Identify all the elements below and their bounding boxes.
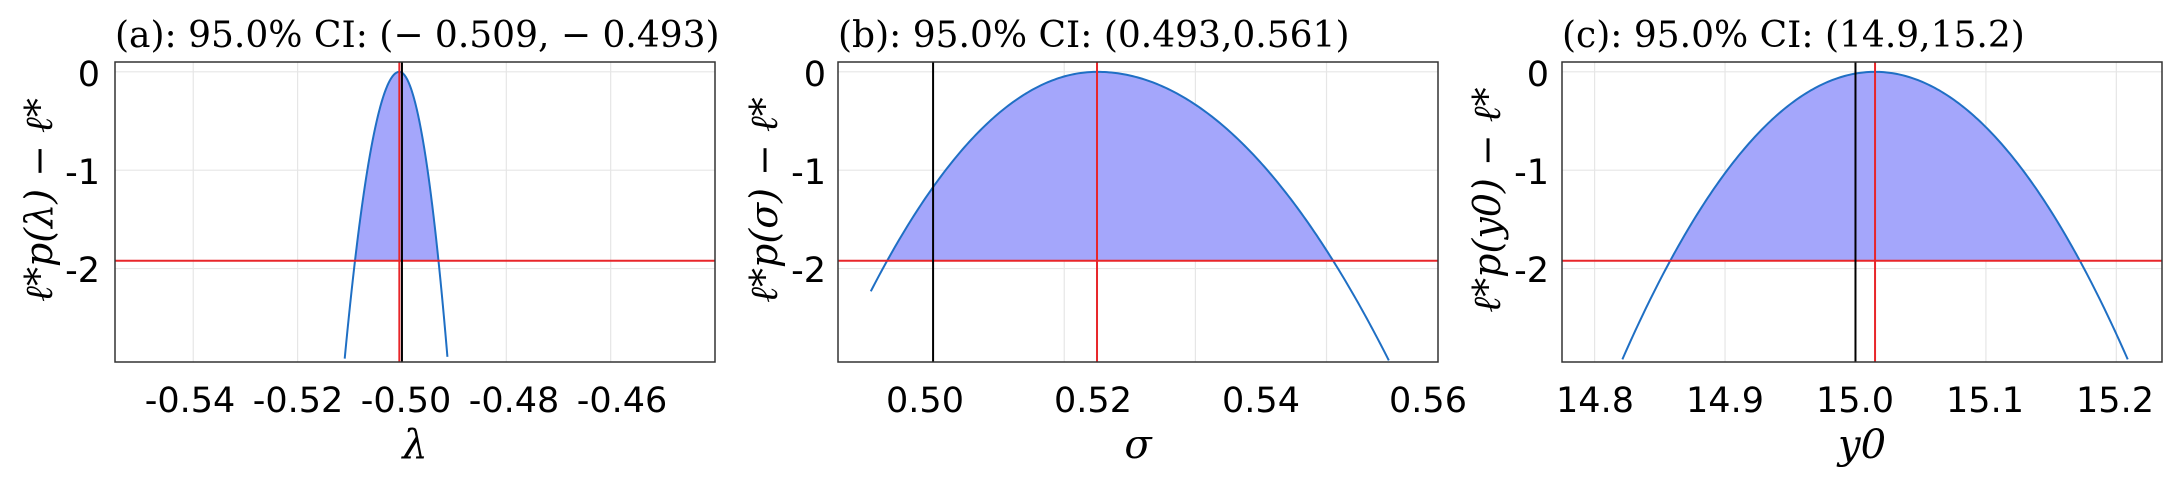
panel-c-xtick-label: 14.8 [1556,381,1634,421]
panel-b-xtick-label: 0.50 [886,381,964,421]
panel-b-ci-area [887,71,1334,261]
panel-a-ci-area [355,71,439,261]
panel-b-ytick-label: -1 [791,153,826,193]
panel-c-xtick-label: 15.0 [1816,381,1894,421]
panel-b-xtick-label: 0.56 [1389,381,1467,421]
panel-b: (b): 95.0% CI: (0.493,0.561) 0.50 0.52 0… [742,15,1467,468]
panel-c-xtick-label: 15.1 [1946,381,2024,421]
panel-b-ylabel: ℓ*p(σ) − ℓ* [742,97,786,303]
panel-a: (a): 95.0% CI: (− 0.509, − 0.493) -0.54 … [17,15,720,468]
panel-c-ytick-label: 0 [1527,55,1549,95]
panel-b-frame [837,61,1439,363]
panel-a-frame [114,61,716,363]
panel-b-ytick-label: 0 [804,55,826,95]
panel-c-ylabel: ℓ*p(y0) − ℓ* [1465,87,1509,312]
panel-a-xtick-label: -0.48 [469,381,560,421]
panel-b-ytick-label: -2 [791,251,826,291]
panel-a-likelihood-curve [343,70,449,359]
panel-a-xtick-label: -0.50 [361,381,452,421]
panel-a-xlabel: λ [400,422,427,468]
panel-c: (c): 95.0% CI: (14.9,15.2) 14.8 14.9 15.… [1465,15,2163,468]
panel-a-ylabel: ℓ*p(λ) − ℓ* [17,98,61,302]
panel-c-ytick-label: -1 [1514,153,1549,193]
panel-a-title: (a): 95.0% CI: (− 0.509, − 0.493) [115,15,720,56]
panel-c-xtick-label: 15.2 [2076,381,2154,421]
panel-c-xlabel: y0 [1836,422,1886,468]
panel-a-ytick-label: -2 [65,251,100,291]
panel-a-xtick-label: -0.54 [145,381,236,421]
panel-b-xtick-label: 0.52 [1054,381,1132,421]
panel-a-ytick-label: -1 [65,153,100,193]
panel-b-xtick-label: 0.54 [1222,381,1300,421]
panel-b-xlabel: σ [1124,422,1153,468]
panel-c-title: (c): 95.0% CI: (14.9,15.2) [1562,15,2025,56]
panel-a-xtick-label: -0.46 [577,381,668,421]
panel-b-likelihood-curve [869,70,1390,361]
panel-c-xtick-label: 14.9 [1686,381,1764,421]
panel-c-ytick-label: -2 [1514,251,1549,291]
panel-a-xtick-label: -0.52 [253,381,344,421]
panel-c-frame [1561,61,2163,363]
panel-b-title: (b): 95.0% CI: (0.493,0.561) [838,15,1350,56]
panel-a-ytick-label: 0 [78,55,100,95]
